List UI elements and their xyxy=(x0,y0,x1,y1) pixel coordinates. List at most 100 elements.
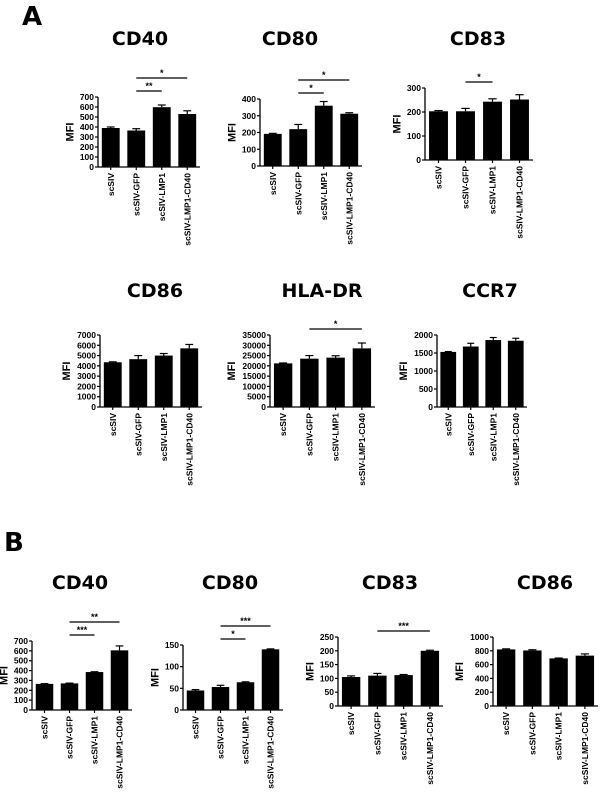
x-category-label: scSIV xyxy=(268,172,278,195)
y-tick-label: 100 xyxy=(80,152,94,162)
y-tick-label: 0 xyxy=(416,155,421,165)
significance-label: *** xyxy=(240,616,251,626)
y-tick-label: 0 xyxy=(428,402,433,412)
y-tick-label: 1500 xyxy=(414,348,433,358)
y-tick-label: 6000 xyxy=(77,340,96,350)
y-tick-label: 4000 xyxy=(77,361,96,371)
significance-label: * xyxy=(322,70,326,80)
significance-label: *** xyxy=(77,625,88,635)
bar xyxy=(273,363,293,407)
x-category-label: scSIV-GFP xyxy=(527,712,537,755)
bar xyxy=(456,111,475,160)
x-category-label: scSIV-GFP xyxy=(304,413,314,456)
bar xyxy=(289,129,308,166)
y-tick-label: 10000 xyxy=(242,381,266,391)
y-tick-label: 100 xyxy=(14,695,28,705)
bar xyxy=(523,650,542,706)
y-tick-label: 400 xyxy=(475,673,489,683)
x-category-label: scSIV xyxy=(443,413,453,436)
y-tick-label: 0 xyxy=(23,705,28,715)
y-tick-label: 600 xyxy=(475,660,489,670)
significance-label: ** xyxy=(91,612,99,622)
bar xyxy=(440,351,457,407)
y-tick-label: 1000 xyxy=(77,392,96,402)
bar xyxy=(394,675,413,706)
y-tick-label: 400 xyxy=(80,122,94,132)
x-category-label: scSIV-LMP1-CD40 xyxy=(425,712,435,785)
bar xyxy=(300,358,319,407)
y-tick-label: 15000 xyxy=(242,371,266,381)
y-tick-label: 100 xyxy=(165,662,179,672)
y-tick-label: 7000 xyxy=(77,330,96,340)
x-category-label: scSIV-LMP1 xyxy=(399,712,409,760)
bar xyxy=(510,99,529,160)
y-tick-label: 150 xyxy=(320,660,334,670)
x-category-label: scSIV-GFP xyxy=(131,173,141,216)
bar xyxy=(35,683,54,710)
bar xyxy=(575,655,595,706)
y-tick-label: 400 xyxy=(242,94,256,104)
bar xyxy=(154,355,173,407)
x-category-label: scSIV-LMP1 xyxy=(554,712,564,760)
x-category-label: scSIV xyxy=(108,413,118,436)
bar xyxy=(341,677,361,706)
y-tick-label: 50 xyxy=(170,683,180,693)
y-tick-label: 300 xyxy=(407,83,421,93)
y-tick-label: 150 xyxy=(165,640,179,650)
x-category-label: scSIV xyxy=(278,413,288,436)
x-category-label: scSIV-GFP xyxy=(466,413,476,456)
y-axis-label: MFI xyxy=(0,666,10,685)
y-tick-label: 1000 xyxy=(470,632,489,642)
x-category-label: scSIV-GFP xyxy=(372,712,382,755)
x-category-label: scSIV-LMP1 xyxy=(488,166,498,214)
y-axis-label: MFI xyxy=(391,115,403,134)
bar xyxy=(85,672,104,710)
chart-title: CD83 xyxy=(361,572,419,594)
bar xyxy=(429,111,448,160)
bar xyxy=(236,682,255,710)
y-axis-label: MFI xyxy=(226,362,238,381)
bar xyxy=(129,359,148,407)
significance-label: *** xyxy=(398,621,409,631)
y-tick-label: 250 xyxy=(320,632,334,642)
bar xyxy=(60,683,79,710)
x-category-label: scSIV-GFP xyxy=(133,413,143,456)
y-tick-label: 100 xyxy=(407,131,421,141)
panel-label-a: A xyxy=(22,2,43,32)
significance-label: * xyxy=(477,72,481,82)
bar xyxy=(261,649,280,710)
bar xyxy=(211,687,230,710)
x-category-label: scSIV-LMP1 xyxy=(90,716,100,764)
x-category-label: scSIV-GFP xyxy=(216,716,226,759)
y-tick-label: 0 xyxy=(91,402,96,412)
bar xyxy=(186,690,205,710)
y-tick-label: 500 xyxy=(419,384,433,394)
x-category-label: scSIV-LMP1-CD40 xyxy=(266,716,276,789)
y-tick-label: 500 xyxy=(14,656,28,666)
significance-label: * xyxy=(160,68,164,78)
x-category-label: scSIV-LMP1-CD40 xyxy=(344,172,354,245)
y-tick-label: 800 xyxy=(475,646,489,656)
y-axis-label: MFI xyxy=(149,668,161,687)
x-category-label: scSIV-LMP1 xyxy=(157,173,167,221)
bar xyxy=(152,107,171,167)
x-category-label: scSIV-LMP1-CD40 xyxy=(184,413,194,486)
y-tick-label: 0 xyxy=(89,162,94,172)
significance-label: * xyxy=(334,319,338,329)
x-category-label: scSIV-LMP1-CD40 xyxy=(182,173,192,246)
y-tick-label: 1000 xyxy=(414,366,433,376)
y-tick-label: 0 xyxy=(261,402,266,412)
y-tick-label: 200 xyxy=(407,107,421,117)
x-category-label: scSIV-LMP1 xyxy=(331,413,341,461)
significance-label: ** xyxy=(145,81,153,91)
x-category-label: scSIV-LMP1-CD40 xyxy=(515,166,525,239)
y-tick-label: 0 xyxy=(251,161,256,171)
x-category-label: scSIV-LMP1-CD40 xyxy=(115,716,125,789)
bar xyxy=(462,346,479,407)
y-tick-label: 2000 xyxy=(414,330,433,340)
